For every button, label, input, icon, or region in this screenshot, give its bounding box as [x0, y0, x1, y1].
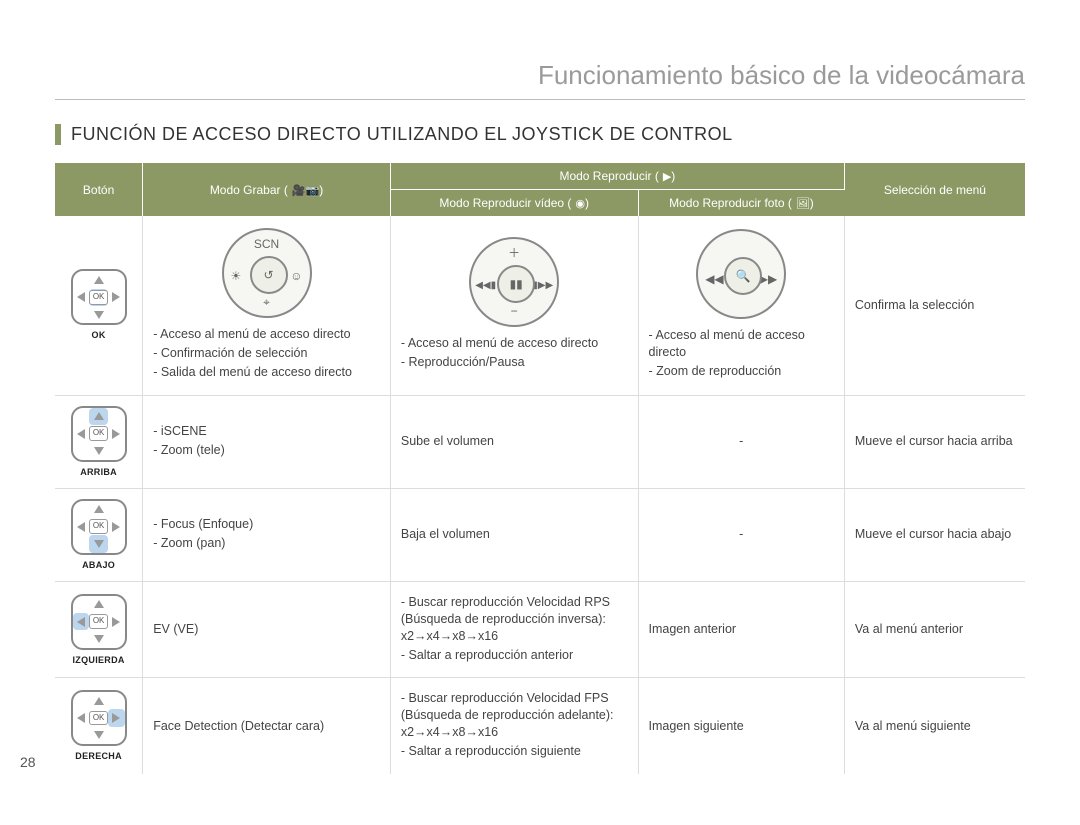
dial-grabar-icon: SCN ☀ ☺ ⌖ ↺ — [222, 228, 312, 318]
cell-down-foto: - — [638, 488, 844, 581]
cell-down-grabar: Focus (Enfoque) Zoom (pan) — [143, 488, 391, 581]
list-item: Reproducción/Pausa — [401, 354, 628, 371]
list-item: Salida del menú de acceso directo — [153, 364, 380, 381]
hdr-rep-video-text: Modo Reproducir vídeo ( — [439, 196, 571, 210]
hdr-close4: ) — [810, 196, 814, 210]
list-item: Acceso al menú de acceso directo — [401, 335, 628, 352]
dial-center: 🔍 — [736, 268, 751, 284]
table-row: OK ARRIBA iSCENE Zoom (tele) Sube el vol… — [55, 395, 1025, 488]
hdr-grabar: Modo Grabar ( 🎥📷) — [143, 163, 391, 216]
hdr-rep-foto-text: Modo Reproducir foto ( — [669, 196, 792, 210]
dial-left: ☀ — [231, 268, 242, 284]
dial-center: ↺ — [264, 267, 274, 283]
list-item: Zoom (pan) — [153, 535, 380, 552]
btn-derecha-label: DERECHA — [57, 750, 140, 762]
cell-up-menu: Mueve el cursor hacia arriba — [844, 395, 1025, 488]
joystick-right-icon: OK — [71, 690, 127, 746]
cell-ok-video: ＋ ◀◀▮ ▮▶▶ − ▮▮ Acceso al menú de acceso … — [390, 216, 638, 395]
cell-up-foto: - — [638, 395, 844, 488]
dial-top: ＋ — [471, 245, 557, 261]
cell-up-grabar: iSCENE Zoom (tele) — [143, 395, 391, 488]
dial-left: ◀◀▮ — [475, 279, 496, 293]
dial-foto-icon: ◀◀ ▶▶ 🔍 — [696, 229, 786, 319]
cell-left-menu: Va al menú anterior — [844, 581, 1025, 678]
hdr-close2: ) — [671, 169, 675, 183]
cell-left-grabar: EV (VE) — [143, 581, 391, 678]
table-row: OK OK SCN ☀ ☺ ⌖ ↺ Acceso al menú de acce… — [55, 216, 1025, 395]
table-row: OK ABAJO Focus (Enfoque) Zoom (pan) Baja… — [55, 488, 1025, 581]
btn-ok-label: OK — [57, 329, 140, 341]
shortcut-table: Botón Modo Grabar ( 🎥📷) Modo Reproducir (… — [55, 163, 1025, 774]
page-title: Funcionamiento básico de la videocámara — [55, 60, 1025, 91]
table-row: OK DERECHA Face Detection (Detectar cara… — [55, 678, 1025, 774]
photo-play-icon: 🖼 — [796, 198, 810, 210]
hdr-boton: Botón — [55, 163, 143, 216]
btn-arriba-label: ARRIBA — [57, 466, 140, 478]
cell-right-menu: Va al menú siguiente — [844, 678, 1025, 774]
cell-down-video: Baja el volumen — [390, 488, 638, 581]
list-item: Confirmación de selección — [153, 345, 380, 362]
joystick-left-icon: OK — [71, 594, 127, 650]
dial-left: ◀◀ — [705, 271, 723, 287]
dial-bottom: ⌖ — [224, 294, 310, 310]
hdr-reproducir: Modo Reproducir (▶) — [390, 163, 844, 190]
cell-up-video: Sube el volumen — [390, 395, 638, 488]
btn-abajo-label: ABAJO — [57, 559, 140, 571]
dial-bottom: − — [471, 303, 557, 319]
hdr-grabar-text: Modo Grabar ( — [210, 183, 288, 197]
dial-video-icon: ＋ ◀◀▮ ▮▶▶ − ▮▮ — [469, 237, 559, 327]
cell-down-menu: Mueve el cursor hacia abajo — [844, 488, 1025, 581]
cell-right-grabar: Face Detection (Detectar cara) — [143, 678, 391, 774]
list-item: Focus (Enfoque) — [153, 516, 380, 533]
list-item: Acceso al menú de acceso directo — [153, 326, 380, 343]
list-item: Buscar reproducción Velocidad RPS (Búsqu… — [401, 594, 628, 645]
list-item: Zoom de reproducción — [649, 363, 834, 380]
btn-izquierda-label: IZQUIERDA — [57, 654, 140, 666]
dial-center: ▮▮ — [510, 276, 523, 292]
hdr-rep-foto: Modo Reproducir foto ( 🖼) — [638, 190, 844, 217]
video-play-icon: ◉ — [575, 198, 585, 210]
list-item: Saltar a reproducción siguiente — [401, 743, 628, 760]
cell-ok-menu: Confirma la selección — [844, 216, 1025, 395]
list-item: Buscar reproducción Velocidad FPS (Búsqu… — [401, 690, 628, 741]
table-header: Botón Modo Grabar ( 🎥📷) Modo Reproducir (… — [55, 163, 1025, 216]
btn-abajo-cell: OK ABAJO — [55, 488, 143, 581]
dial-top: SCN — [224, 236, 310, 252]
cell-left-video: Buscar reproducción Velocidad RPS (Búsqu… — [390, 581, 638, 678]
list-item: Saltar a reproducción anterior — [401, 647, 628, 664]
cell-right-video: Buscar reproducción Velocidad FPS (Búsqu… — [390, 678, 638, 774]
cell-ok-grabar: SCN ☀ ☺ ⌖ ↺ Acceso al menú de acceso dir… — [143, 216, 391, 395]
btn-izquierda-cell: OK IZQUIERDA — [55, 581, 143, 678]
page-number: 28 — [20, 754, 36, 770]
joystick-down-icon: OK — [71, 499, 127, 555]
btn-derecha-cell: OK DERECHA — [55, 678, 143, 774]
dial-right: ☺ — [290, 268, 302, 284]
hdr-reproducir-text: Modo Reproducir ( — [559, 169, 658, 183]
list-item: iSCENE — [153, 423, 380, 440]
table-row: OK IZQUIERDA EV (VE) Buscar reproducción… — [55, 581, 1025, 678]
hdr-close3: ) — [585, 196, 589, 210]
section-title: FUNCIÓN DE ACCESO DIRECTO UTILIZANDO EL … — [55, 124, 1025, 145]
joystick-up-icon: OK — [71, 406, 127, 462]
list-item: Zoom (tele) — [153, 442, 380, 459]
hdr-rep-video: Modo Reproducir vídeo ( ◉) — [390, 190, 638, 217]
dial-right: ▮▶▶ — [532, 279, 553, 293]
list-item: Acceso al menú de acceso directo — [649, 327, 834, 361]
hdr-close: ) — [319, 183, 323, 197]
video-mode-icon: 🎥📷 — [292, 185, 319, 197]
hdr-menu: Selección de menú — [844, 163, 1025, 216]
cell-right-foto: Imagen siguiente — [638, 678, 844, 774]
btn-arriba-cell: OK ARRIBA — [55, 395, 143, 488]
divider — [55, 99, 1025, 100]
cell-ok-foto: ◀◀ ▶▶ 🔍 Acceso al menú de acceso directo… — [638, 216, 844, 395]
cell-left-foto: Imagen anterior — [638, 581, 844, 678]
joystick-ok-icon: OK — [71, 269, 127, 325]
btn-ok-cell: OK OK — [55, 216, 143, 395]
